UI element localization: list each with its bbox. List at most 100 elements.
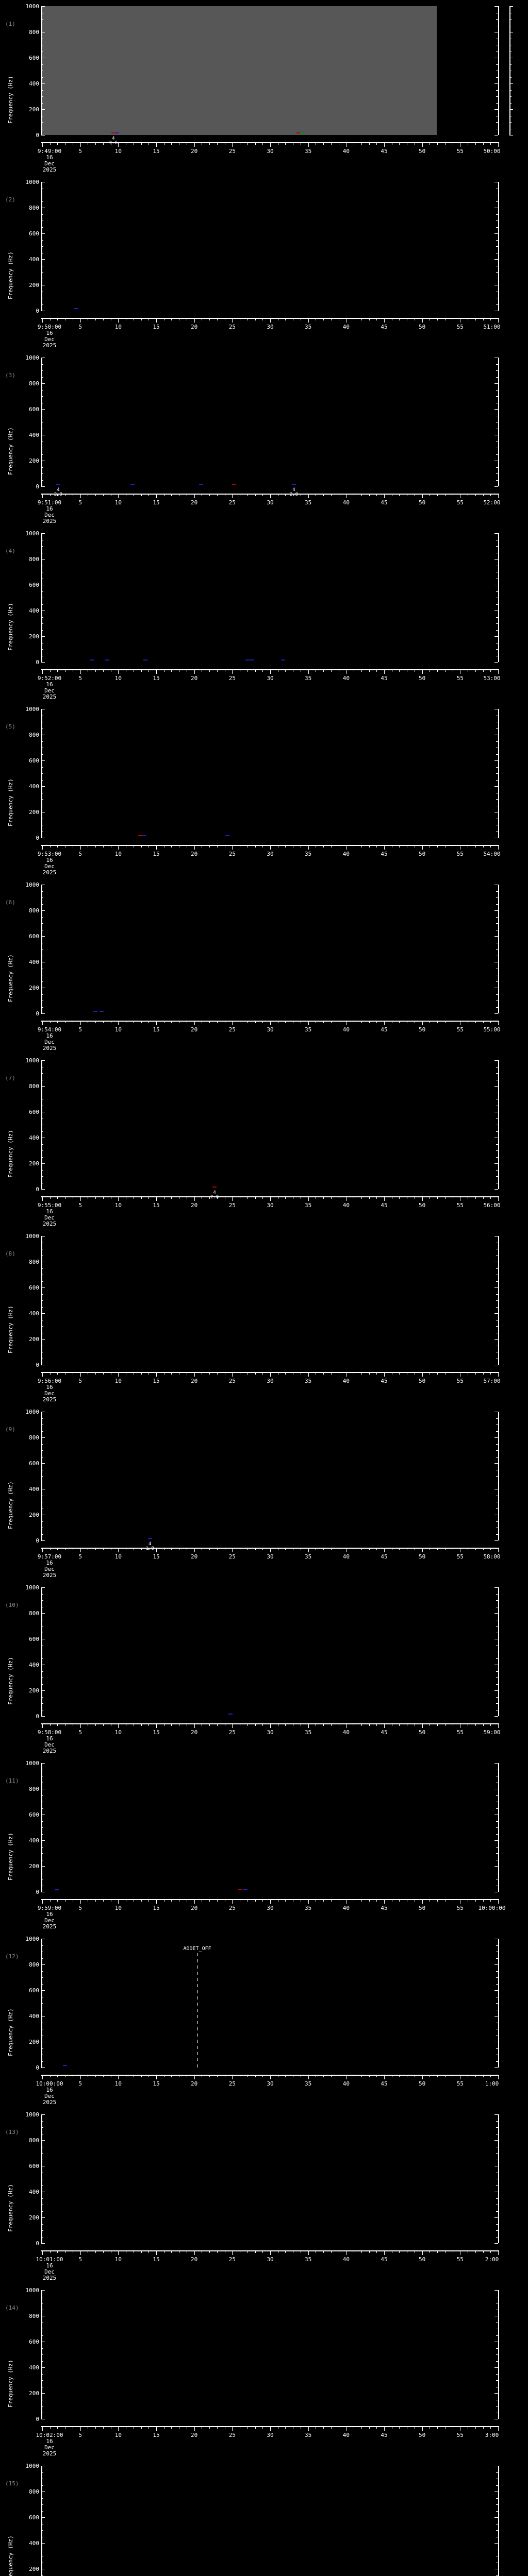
detection-marker[interactable]	[111, 132, 116, 133]
detection-marker[interactable]	[250, 659, 254, 660]
time-tick	[285, 2426, 286, 2429]
time-tick-label: 40	[342, 2432, 350, 2438]
detection-marker[interactable]	[143, 659, 147, 660]
y-tick	[496, 2121, 498, 2122]
y-tick	[496, 1534, 498, 1535]
detection-marker[interactable]	[90, 659, 95, 660]
y-tick	[41, 904, 43, 905]
y-tick	[41, 90, 43, 91]
detection-marker[interactable]	[232, 484, 237, 485]
detection-marker[interactable]	[63, 2065, 68, 2066]
time-tick-label: 55	[456, 324, 464, 330]
plot-area[interactable]	[42, 1763, 498, 1892]
plot-area[interactable]	[42, 6, 498, 135]
time-tick	[80, 318, 81, 323]
detection-marker[interactable]	[147, 1538, 152, 1539]
detection-marker[interactable]	[199, 484, 203, 485]
plot-area[interactable]	[42, 2466, 498, 2576]
y-tick-label: 0	[36, 659, 39, 666]
time-tick	[498, 1372, 499, 1377]
time-tick-label: 50	[419, 1729, 426, 1736]
time-tick-label: 15	[153, 1729, 160, 1736]
time-tick	[384, 1723, 385, 1728]
plot-area[interactable]	[42, 1939, 498, 2067]
time-tick	[57, 1196, 58, 1199]
time-tick	[209, 845, 210, 848]
marker-value-label: 1.8	[145, 1546, 154, 1551]
time-tick	[361, 2075, 362, 2077]
plot-area[interactable]	[42, 358, 498, 486]
y-tick	[496, 2348, 498, 2349]
y-tick	[496, 64, 498, 65]
time-end-label: 50:00	[483, 148, 501, 155]
time-tick	[331, 669, 332, 672]
y-tick	[494, 1840, 498, 1841]
detection-marker[interactable]	[245, 659, 250, 660]
detection-marker[interactable]	[99, 1011, 104, 1012]
detection-marker[interactable]	[238, 1889, 242, 1890]
time-tick	[42, 669, 43, 674]
detection-marker[interactable]	[93, 1011, 98, 1012]
time-tick	[444, 2075, 446, 2077]
detection-marker[interactable]	[212, 1187, 217, 1188]
time-tick	[376, 1723, 377, 1726]
time-tick	[399, 1196, 400, 1199]
plot-area[interactable]	[42, 885, 498, 1013]
plot-area[interactable]	[42, 533, 498, 662]
y-tick-label: 800	[29, 2137, 39, 2144]
detection-marker[interactable]	[291, 484, 296, 485]
y-tick	[494, 2517, 498, 2518]
time-tick	[323, 2250, 324, 2253]
detection-marker[interactable]	[243, 1889, 248, 1890]
detection-marker[interactable]	[225, 835, 229, 836]
plot-area[interactable]	[42, 709, 498, 838]
plot-area[interactable]	[42, 1412, 498, 1540]
plot-area[interactable]	[42, 182, 498, 311]
time-tick-label: 35	[305, 851, 312, 857]
detection-marker[interactable]	[142, 835, 146, 836]
plot-area[interactable]	[42, 1587, 498, 1716]
detection-marker[interactable]	[56, 484, 60, 485]
time-tick-label: 30	[267, 1202, 274, 1209]
detection-marker[interactable]	[228, 1714, 233, 1715]
detection-marker[interactable]	[296, 132, 301, 133]
time-tick	[118, 1899, 119, 1904]
time-tick	[156, 1548, 157, 1552]
y-tick	[41, 1697, 43, 1698]
time-tick	[331, 2250, 332, 2253]
time-tick	[50, 142, 51, 145]
detection-marker[interactable]	[114, 132, 119, 133]
y-tick	[496, 891, 498, 892]
detection-marker[interactable]	[138, 835, 143, 836]
date-line: Dec	[44, 1390, 55, 1397]
time-tick	[95, 318, 96, 320]
plot-area[interactable]	[42, 1060, 498, 1189]
y-tick-label: 0	[36, 2240, 39, 2247]
plot-area[interactable]	[42, 2114, 498, 2243]
detection-marker[interactable]	[130, 484, 135, 485]
detection-marker[interactable]	[300, 132, 304, 133]
time-start-label: 9:55:00	[37, 1202, 62, 1209]
y-tick	[41, 1684, 43, 1685]
event-marker-line[interactable]	[197, 1953, 198, 2067]
detection-marker[interactable]	[74, 308, 79, 309]
plot-area[interactable]	[42, 1236, 498, 1365]
date-line: 16	[46, 857, 53, 863]
time-tick	[422, 494, 423, 498]
time-tick	[384, 1021, 385, 1025]
y-tick-label: 400	[29, 80, 39, 87]
y-tick	[496, 272, 498, 273]
plot-area[interactable]	[42, 2290, 498, 2419]
time-tick	[255, 2250, 256, 2253]
y-tick	[494, 83, 498, 84]
time-tick	[148, 1899, 150, 1902]
time-tick	[399, 1021, 400, 1023]
y-tick	[496, 2504, 498, 2505]
detection-marker[interactable]	[105, 659, 109, 660]
y-tick-label: 0	[36, 483, 39, 490]
detection-marker[interactable]	[55, 1889, 59, 1890]
detection-marker[interactable]	[280, 659, 285, 660]
time-tick-label: 35	[305, 1729, 312, 1736]
time-tick	[209, 142, 210, 145]
y-axis-rail	[498, 2466, 499, 2576]
